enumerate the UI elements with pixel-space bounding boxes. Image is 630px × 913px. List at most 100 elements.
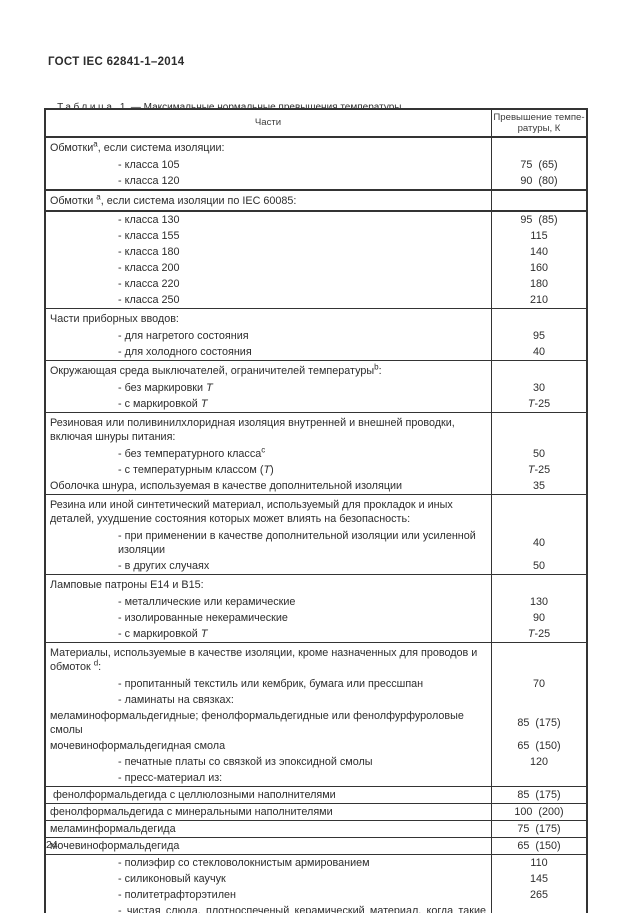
value-cell bbox=[491, 413, 586, 446]
part-cell: - класса 250 bbox=[118, 294, 180, 306]
column-header-value: Превышение темпе- ратуры, К bbox=[491, 110, 586, 136]
value-cell: 65 (150) bbox=[491, 838, 586, 854]
part-cell: - печатные платы со связкой из эпоксидно… bbox=[118, 756, 373, 768]
table-row: Материалы, используемые в качестве изоля… bbox=[46, 643, 586, 676]
part-cell: Оболочка шнура, используемая в качестве … bbox=[50, 480, 403, 492]
part-cell: Резиновая или поливинилхлоридная изоляци… bbox=[50, 417, 458, 443]
part-cell: - в других случаях bbox=[118, 560, 210, 572]
part-cell: - без температурного классаc bbox=[118, 445, 266, 460]
value-cell: 110 bbox=[491, 855, 586, 871]
value-cell: 75 (65) bbox=[491, 157, 586, 173]
part-cell: - класса 130 bbox=[118, 214, 180, 226]
part-cell: - пропитанный текстиль или кембрик, бума… bbox=[118, 678, 424, 690]
value-cell: 90 (80) bbox=[491, 173, 586, 189]
value-cell: 120 bbox=[491, 754, 586, 770]
column-header-parts: Части bbox=[254, 117, 282, 128]
table-row: - класса 250 210 bbox=[46, 292, 586, 309]
part-cell: - полиэфир со стекловолокнистым армирова… bbox=[118, 857, 370, 869]
column-header-value-line1: Превышение темпе- bbox=[493, 112, 585, 123]
part-cell: - при применении в качестве дополнительн… bbox=[118, 530, 479, 556]
table-row: фенолформальдегида с минеральными наполн… bbox=[46, 804, 586, 821]
part-cell: - класса 105 bbox=[118, 159, 180, 171]
value-cell: 100 (200) bbox=[491, 804, 586, 820]
part-cell: - пресс-материал из: bbox=[118, 772, 223, 784]
part-cell: - с маркировкой Т bbox=[118, 628, 208, 640]
table-row: Окружающая среда выключателей, ограничит… bbox=[46, 361, 586, 380]
temperature-rise-table: Части Превышение темпе- ратуры, К Обмотк… bbox=[44, 108, 588, 913]
part-cell: - ламинаты на связках: bbox=[118, 694, 234, 706]
value-cell bbox=[491, 495, 586, 528]
part-cell: - металлические или керамические bbox=[118, 596, 296, 608]
value-cell: 85 (175) bbox=[491, 787, 586, 803]
table-row: - полиэфир со стекловолокнистым армирова… bbox=[46, 855, 586, 871]
page-number: 24 bbox=[46, 839, 58, 851]
table-row: Части приборных вводов: bbox=[46, 309, 586, 328]
table-row: - печатные платы со связкой из эпоксидно… bbox=[46, 754, 586, 770]
part-cell: Резина или иной синтетический материал, … bbox=[50, 499, 456, 525]
value-cell bbox=[491, 361, 586, 380]
column-header-value-line2: ратуры, К bbox=[517, 123, 561, 134]
value-cell bbox=[491, 770, 586, 786]
value-cell: Т -25 bbox=[491, 626, 586, 642]
table-row: Обмоткиa, если система изоляции: bbox=[46, 138, 586, 157]
value-cell bbox=[491, 575, 586, 594]
value-cell: 400 bbox=[491, 903, 586, 913]
value-cell: 130 bbox=[491, 594, 586, 610]
table-row: - при применении в качестве дополнительн… bbox=[46, 528, 586, 558]
value-cell: 160 bbox=[491, 260, 586, 276]
part-cell: Ламповые патроны Е14 и В15: bbox=[50, 579, 204, 591]
table-header-row: Части Превышение темпе- ратуры, К bbox=[46, 110, 586, 138]
table-row: - пропитанный текстиль или кембрик, бума… bbox=[46, 676, 586, 692]
table-row: - чистая слюда, плотноспеченый керамичес… bbox=[46, 903, 586, 913]
table-row: - для нагретого состояния 95 bbox=[46, 328, 586, 344]
standard-code: ГОСТ IEC 62841-1–2014 bbox=[48, 56, 185, 68]
value-cell: 140 bbox=[491, 244, 586, 260]
part-cell: - класса 200 bbox=[118, 262, 180, 274]
part-cell: Части приборных вводов: bbox=[50, 313, 179, 325]
part-cell: Окружающая среда выключателей, ограничит… bbox=[50, 362, 382, 377]
part-cell: - для холодного состояния bbox=[118, 346, 252, 358]
part-cell: мочевиноформальдегидная смола bbox=[50, 740, 226, 752]
part-cell: Обмоткиa, если система изоляции: bbox=[50, 139, 225, 154]
value-cell: 50 bbox=[491, 558, 586, 574]
part-cell: - класса 120 bbox=[118, 175, 180, 187]
value-cell bbox=[491, 191, 586, 210]
table-row: - класса 120 90 (80) bbox=[46, 173, 586, 191]
value-cell bbox=[491, 309, 586, 328]
part-cell: - для нагретого состояния bbox=[118, 330, 249, 342]
value-cell: 95 bbox=[491, 328, 586, 344]
value-cell bbox=[491, 138, 586, 157]
part-cell: - класса 220 bbox=[118, 278, 180, 290]
table-row: - для холодного состояния 40 bbox=[46, 344, 586, 361]
table-row: - класса 130 95 (85) bbox=[46, 212, 586, 228]
part-cell: - с температурным классом (Т) bbox=[118, 464, 274, 476]
value-cell: 90 bbox=[491, 610, 586, 626]
table-row: - класса 105 75 (65) bbox=[46, 157, 586, 173]
table-row: - силиконовый каучук 145 bbox=[46, 871, 586, 887]
value-cell: Т -25 bbox=[491, 462, 586, 478]
part-cell: фенолформальдегида с минеральными наполн… bbox=[50, 806, 333, 818]
value-cell: 95 (85) bbox=[491, 212, 586, 228]
table-row: мочевиноформальдегидная смола 65 (150) bbox=[46, 738, 586, 754]
table-caption: Таблица 1 — Максимальные нормальные прев… bbox=[46, 91, 401, 124]
table-row: - металлические или керамические 130 bbox=[46, 594, 586, 610]
table-row: Оболочка шнура, используемая в качестве … bbox=[46, 478, 586, 495]
table-body: Обмоткиa, если система изоляции: - класса… bbox=[46, 138, 586, 913]
table-row: - изолированные некерамические 90 bbox=[46, 610, 586, 626]
part-cell: - с маркировкой Т bbox=[118, 398, 208, 410]
table-row: - класса 155 115 bbox=[46, 228, 586, 244]
value-cell: 40 bbox=[491, 344, 586, 360]
table-row: - класса 200 160 bbox=[46, 260, 586, 276]
table-row: меламинформальдегида 75 (175) bbox=[46, 821, 586, 838]
part-cell: - изолированные некерамические bbox=[118, 612, 288, 624]
table-row: - в других случаях 50 bbox=[46, 558, 586, 575]
part-cell: - чистая слюда, плотноспеченый керамичес… bbox=[118, 905, 486, 913]
table-row: - политетрафторэтилен 265 bbox=[46, 887, 586, 903]
value-cell: 70 bbox=[491, 676, 586, 692]
table-row: - класса 180 140 bbox=[46, 244, 586, 260]
part-cell: меламиноформальдегидные; фенолформальдег… bbox=[50, 710, 467, 736]
value-cell: 40 bbox=[491, 528, 586, 558]
table-row: Ламповые патроны Е14 и В15: bbox=[46, 575, 586, 594]
value-cell: 145 bbox=[491, 871, 586, 887]
